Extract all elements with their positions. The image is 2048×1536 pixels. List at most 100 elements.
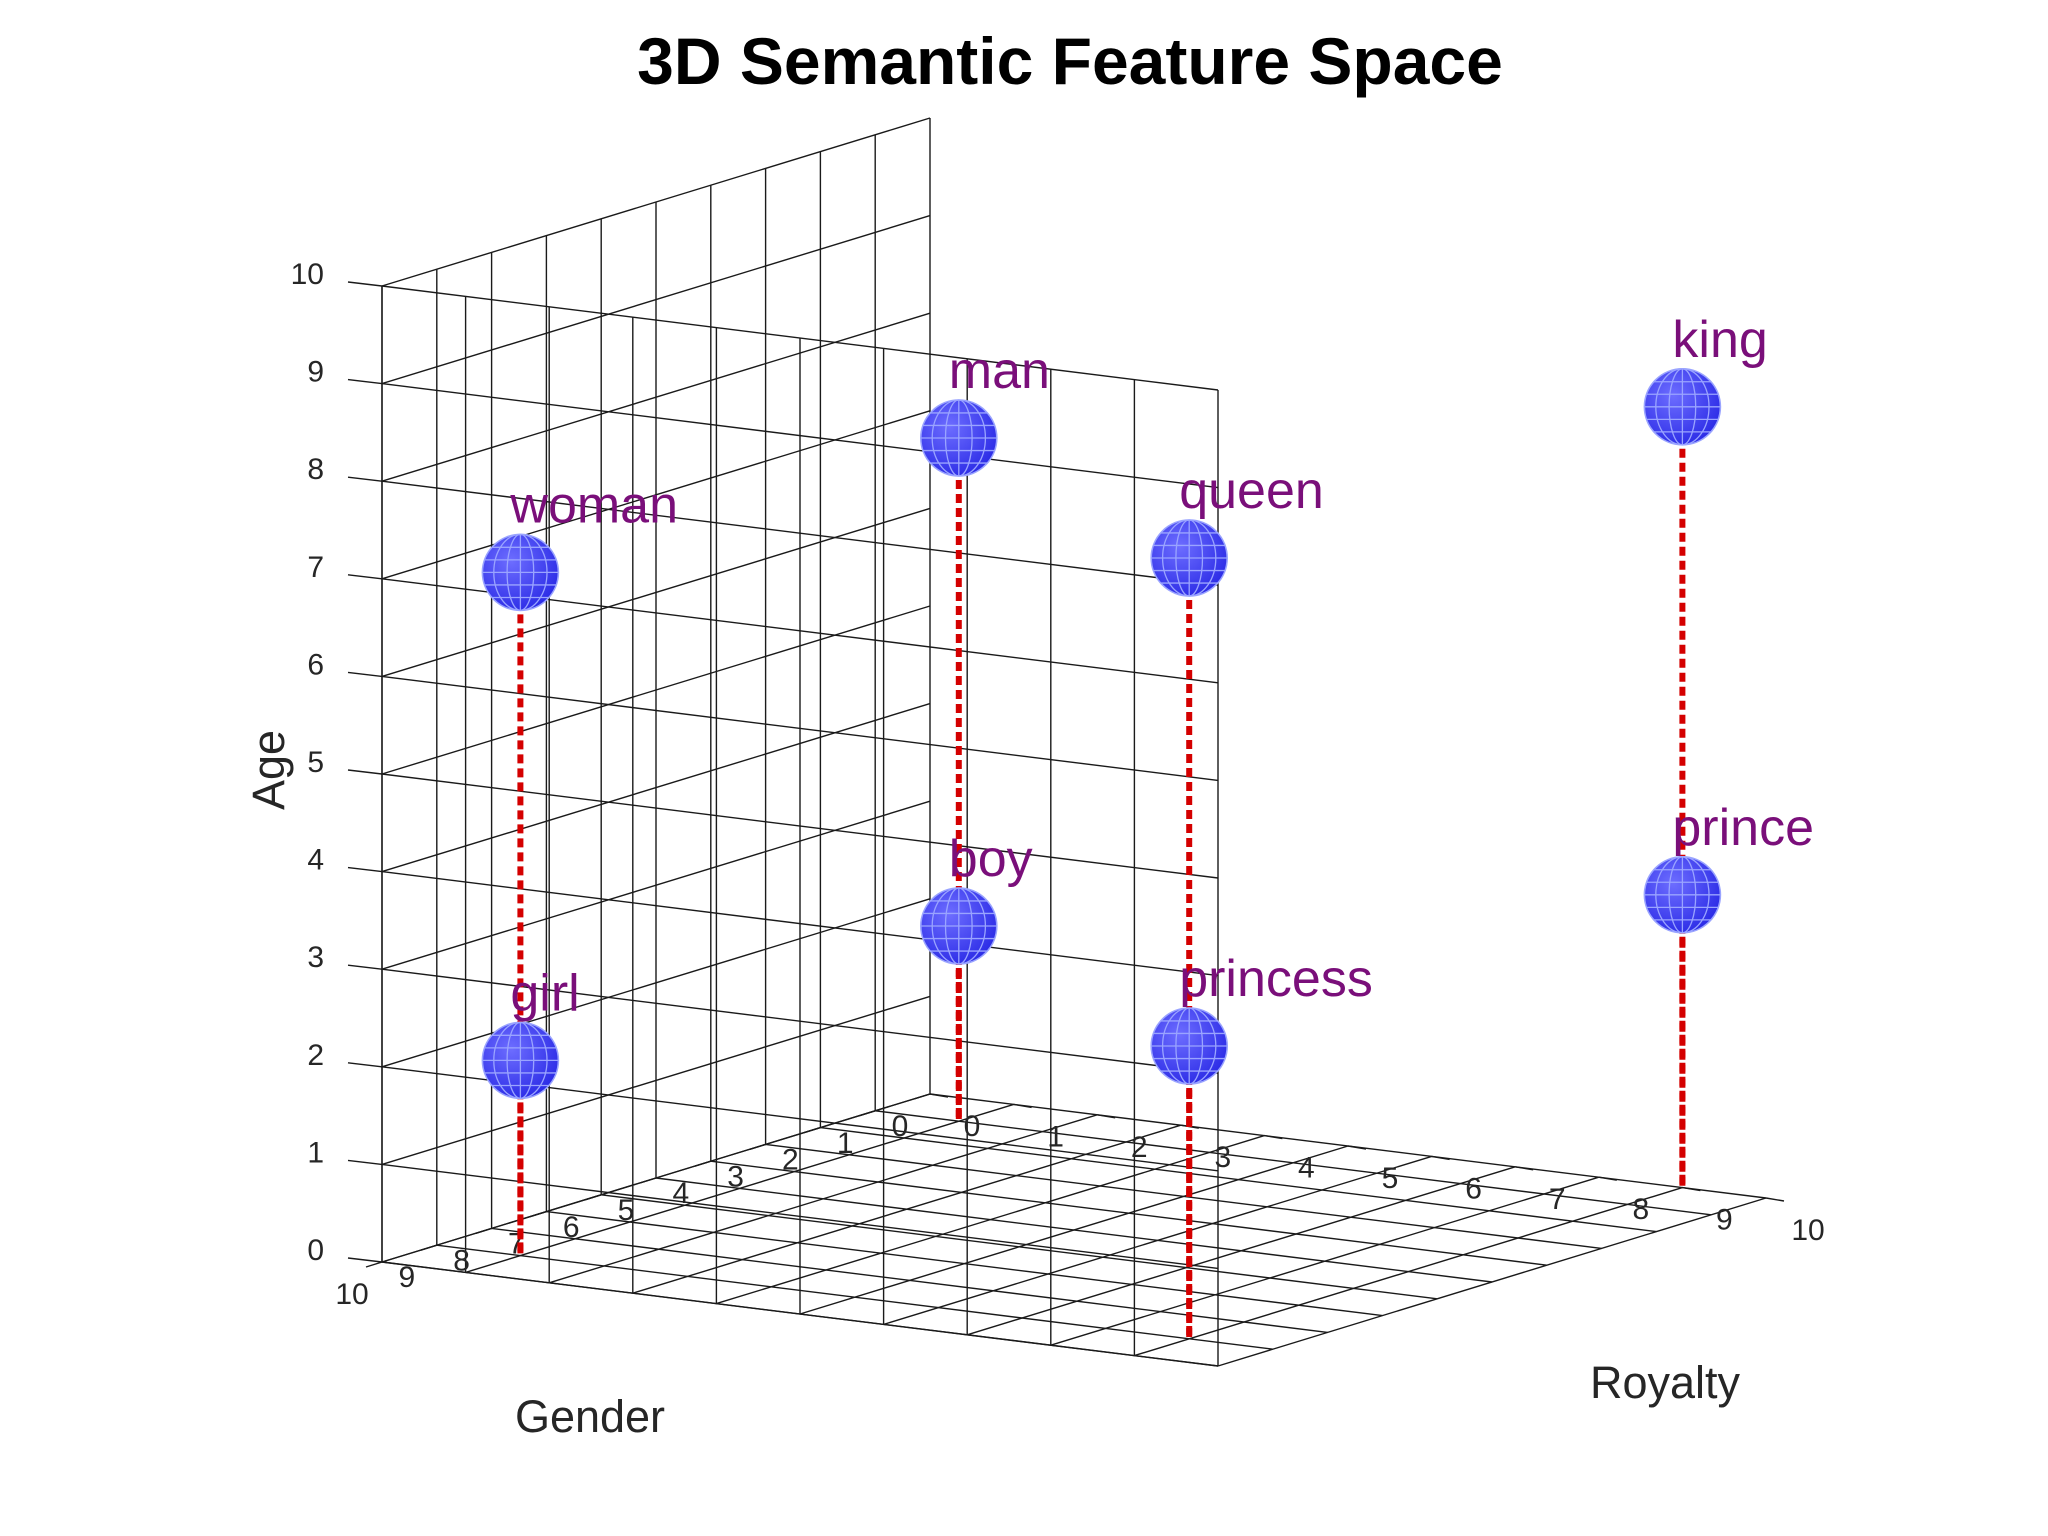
tick-mark <box>639 1177 657 1184</box>
tick-mark <box>1515 1166 1534 1171</box>
data-point-marker <box>1643 367 1722 446</box>
point-label-princess: princess <box>1179 950 1373 1008</box>
stem-lines <box>517 406 1686 1339</box>
data-point-marker <box>919 887 998 965</box>
age-tick-label: 2 <box>307 1039 324 1072</box>
tick-mark <box>530 1210 547 1218</box>
grid-line <box>1217 1197 1767 1367</box>
gender-tick-label: 0 <box>892 1110 909 1143</box>
grid-line <box>381 214 931 385</box>
gender-tick-label: 8 <box>453 1244 470 1277</box>
grid-line <box>655 1177 1493 1283</box>
grid-line <box>1050 1176 1600 1346</box>
data-point-marker <box>1150 1007 1228 1085</box>
data-point-marker <box>1150 519 1228 597</box>
point-label-woman: woman <box>509 476 678 534</box>
tick-mark <box>347 281 383 287</box>
grid-line <box>381 480 1219 586</box>
gender-axis-label: Gender <box>515 1391 665 1442</box>
grid-line <box>1134 1186 1683 1357</box>
point-label-man: man <box>949 342 1050 400</box>
point-label-boy: boy <box>949 830 1033 888</box>
royalty-tick-label: 9 <box>1716 1204 1733 1237</box>
age-tick-label: 8 <box>307 453 324 486</box>
grid-line <box>601 1194 1438 1300</box>
tick-mark <box>365 1261 383 1268</box>
gender-tick-label: 4 <box>672 1177 689 1210</box>
tick-mark <box>347 866 383 873</box>
grid-line <box>381 1261 1219 1367</box>
grid-line <box>381 382 1219 489</box>
grid-line <box>381 675 1219 782</box>
gender-tick-label: 2 <box>782 1144 799 1177</box>
royalty-tick-label: 8 <box>1632 1193 1649 1226</box>
point-labels: king queen man woman prince princess boy girl <box>509 311 1814 1023</box>
gender-tick-label: 9 <box>398 1261 415 1294</box>
tick-mark <box>913 1093 931 1100</box>
age-tick-label: 4 <box>307 844 324 877</box>
tick-mark <box>347 769 383 775</box>
gender-tick-label: 5 <box>618 1194 635 1227</box>
grid-line <box>436 1244 1273 1350</box>
data-point-marker <box>481 533 560 612</box>
z-axis-label: Age <box>243 730 294 810</box>
gender-tick-label: 6 <box>563 1211 580 1244</box>
data-point-marker <box>919 399 998 477</box>
data-point-marker <box>1643 855 1722 934</box>
tick-mark <box>1682 1186 1701 1192</box>
royalty-tick-label: 4 <box>1298 1152 1315 1185</box>
grid-line <box>381 605 931 775</box>
tick-mark <box>475 1227 492 1235</box>
royalty-tick-label: 3 <box>1214 1141 1231 1174</box>
age-tick-label: 5 <box>307 746 324 779</box>
tick-mark <box>694 1160 712 1167</box>
markers <box>481 367 1722 1100</box>
chart-title: 3D Semantic Feature Space <box>637 24 1503 98</box>
tick-mark <box>858 1110 876 1117</box>
royalty-tick-label: 2 <box>1131 1131 1148 1164</box>
tick-mark <box>347 476 383 482</box>
age-tick-label: 10 <box>291 258 324 291</box>
grid-line <box>381 410 931 580</box>
royalty-tick-label: 0 <box>964 1110 981 1143</box>
tick-mark <box>584 1194 602 1201</box>
royalty-tick-label: 7 <box>1549 1183 1566 1216</box>
age-tick-label: 6 <box>307 648 324 681</box>
tick-mark <box>347 1159 383 1166</box>
point-label-girl: girl <box>510 964 579 1022</box>
tick-mark <box>347 378 383 385</box>
tick-mark <box>749 1143 766 1151</box>
royalty-tick-label: 1 <box>1047 1120 1064 1153</box>
tick-mark <box>347 964 383 970</box>
point-label-king: king <box>1672 311 1767 369</box>
age-tick-label: 3 <box>307 941 324 974</box>
grid-line <box>883 1155 1432 1326</box>
point-label-prince: prince <box>1672 799 1814 857</box>
tick-mark <box>347 671 383 678</box>
grid-line <box>381 117 931 287</box>
grid-line <box>966 1166 1516 1336</box>
royalty-tick-label: 10 <box>1791 1214 1824 1247</box>
point-label-queen: queen <box>1179 462 1324 520</box>
grid-line <box>381 285 1219 391</box>
data-point-marker <box>481 1021 560 1100</box>
tick-mark <box>929 1093 949 1098</box>
age-tick-label: 9 <box>307 356 324 389</box>
tick-mark <box>1431 1155 1450 1161</box>
gender-tick-label: 10 <box>335 1278 368 1311</box>
age-tick-label: 7 <box>307 551 324 584</box>
tick-mark <box>1598 1176 1617 1181</box>
tick-mark <box>1264 1134 1283 1140</box>
grid-line <box>381 507 931 678</box>
royalty-tick-label: 5 <box>1382 1162 1399 1195</box>
gender-tick-label: 1 <box>837 1127 854 1160</box>
royalty-tick-label: 6 <box>1465 1172 1482 1205</box>
grid-line <box>546 1210 1383 1317</box>
age-tick-label: 0 <box>307 1234 324 1267</box>
tick-mark <box>1097 1114 1116 1119</box>
tick-mark <box>1347 1145 1367 1150</box>
tick-mark <box>347 574 383 580</box>
age-tick-label: 1 <box>307 1136 324 1169</box>
